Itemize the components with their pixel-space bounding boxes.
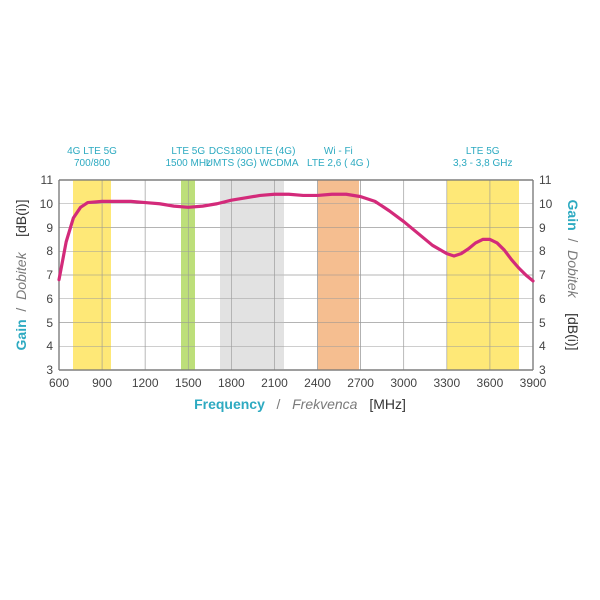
gain-vs-frequency-plot: 4G LTE 5G700/800LTE 5G1500 MHzDCS1800 LT… — [59, 180, 533, 370]
x-tick-label: 600 — [49, 376, 69, 390]
y-tick-label-right: 9 — [539, 221, 546, 235]
x-tick-label: 2700 — [347, 376, 374, 390]
y-tick-label-right: 7 — [539, 268, 546, 282]
y-axis-label-en-r: Gain — [565, 200, 581, 231]
x-axis-label-unit: [MHz] — [369, 396, 406, 412]
x-tick-label: 3300 — [433, 376, 460, 390]
x-axis-label-sep: / — [269, 396, 288, 412]
y-tick-label-left: 9 — [46, 221, 53, 235]
x-tick-label: 3600 — [477, 376, 504, 390]
y-tick-label-left: 8 — [46, 244, 53, 258]
gain-curve — [59, 194, 533, 281]
freq-band-label: Wi - FiLTE 2,6 ( 4G ) — [298, 146, 380, 169]
y-tick-label-left: 11 — [41, 173, 53, 187]
y-tick-label-right: 5 — [539, 316, 546, 330]
gain-curve-svg — [59, 180, 533, 370]
x-tick-label: 2100 — [261, 376, 288, 390]
y-tick-label-left: 7 — [46, 268, 53, 282]
y-axis-label-left: Gain / Dobitek [dB(i)] — [13, 200, 29, 351]
y-tick-label-right: 8 — [539, 244, 546, 258]
x-tick-label: 2400 — [304, 376, 331, 390]
freq-band-label: 4G LTE 5G700/800 — [52, 146, 132, 169]
x-tick-label: 1500 — [175, 376, 202, 390]
y-axis-label-sl-r: Dobitek — [565, 250, 581, 297]
x-tick-label: 3000 — [390, 376, 417, 390]
x-axis-label: Frequency / Frekvenca [MHz] — [0, 396, 600, 412]
y-axis-label-unit-r: [dB(i)] — [565, 313, 581, 350]
x-tick-label: 900 — [92, 376, 112, 390]
x-tick-label: 1200 — [132, 376, 159, 390]
x-tick-label: 3900 — [520, 376, 547, 390]
x-axis-label-en: Frequency — [194, 396, 265, 412]
y-tick-label-right: 4 — [539, 339, 546, 353]
y-tick-label-left: 6 — [46, 292, 53, 306]
y-tick-label-left: 3 — [46, 363, 53, 377]
y-tick-label-right: 6 — [539, 292, 546, 306]
y-axis-label-sl: Dobitek — [13, 252, 29, 299]
freq-band-label: LTE 5G3,3 - 3,8 GHz — [427, 146, 539, 169]
y-axis-label-sep-r: / — [565, 235, 581, 247]
y-axis-label-unit: [dB(i)] — [13, 200, 29, 237]
y-tick-label-left: 10 — [40, 197, 53, 211]
y-tick-label-right: 10 — [539, 197, 552, 211]
y-axis-label-en: Gain — [13, 319, 29, 350]
y-tick-label-left: 5 — [46, 316, 53, 330]
freq-band-label: DCS1800 LTE (4G)UMTS (3G) WCDMA — [200, 146, 305, 169]
x-tick-label: 1800 — [218, 376, 245, 390]
y-axis-label-right: Gain / Dobitek [dB(i)] — [565, 200, 581, 351]
y-axis-label-sep: / — [13, 304, 29, 316]
y-tick-label-right: 11 — [539, 173, 551, 187]
y-tick-label-right: 3 — [539, 363, 546, 377]
x-axis-label-sl: Frekvenca — [292, 396, 357, 412]
y-tick-label-left: 4 — [46, 339, 53, 353]
